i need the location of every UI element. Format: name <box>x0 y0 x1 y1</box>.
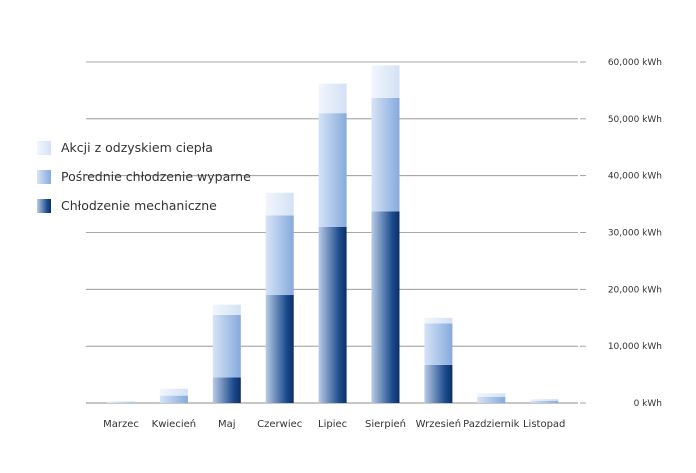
bar-segment <box>212 314 241 378</box>
bar-segment <box>107 402 135 404</box>
x-category-label: Marzec <box>103 419 139 430</box>
y-tick-label: 0 kWh <box>634 399 662 409</box>
bar-segment <box>530 399 559 401</box>
legend-label: Pośrednie chłodzenie wyparne <box>61 169 251 184</box>
bar-segment <box>265 215 294 296</box>
bar-segment <box>318 83 347 114</box>
x-category-label: Listopad <box>523 419 565 430</box>
legend-swatch <box>37 170 51 184</box>
bar-segment <box>477 393 506 397</box>
bars <box>107 65 559 404</box>
bar-segment <box>424 323 453 365</box>
bar-segment <box>212 377 241 403</box>
bar-segment <box>107 401 135 403</box>
bar-segment <box>371 211 400 403</box>
x-category-label: Czerwiec <box>257 419 302 430</box>
legend: Akcji z odzyskiem ciepła Pośrednie chłodz… <box>37 140 251 213</box>
bar-segment <box>159 388 188 396</box>
x-category-label: Pazdziernik <box>463 419 520 430</box>
x-category-label: Lipiec <box>318 419 347 430</box>
y-tick-label: 60,000 kWh <box>608 58 662 68</box>
x-category-label: Sierpień <box>365 418 406 430</box>
legend-swatch <box>37 141 51 155</box>
y-axis-tick-labels: 0 kWh 10,000 kWh 20,000 kWh 30,000 kWh 40,00… <box>608 58 662 409</box>
y-tick-label: 50,000 kWh <box>608 115 662 125</box>
x-axis-category-labels: Marzec Kwiecień Maj Czerwiec Lipiec Sierpień W… <box>103 418 565 430</box>
bar-segment <box>318 113 347 227</box>
y-tick-label: 40,000 kWh <box>608 172 662 182</box>
y-tick-label: 10,000 kWh <box>608 342 662 352</box>
bar-segment <box>265 192 294 216</box>
bar-segment <box>159 395 188 403</box>
x-category-label: Wrzesień <box>416 418 461 430</box>
legend-label: Akcji z odzyskiem ciepła <box>61 140 213 155</box>
x-category-label: Kwiecień <box>152 418 196 430</box>
bar-segment <box>424 317 453 324</box>
bar-segment <box>318 226 347 403</box>
legend-swatch <box>37 199 51 213</box>
legend-label: Chłodzenie mechaniczne <box>61 198 217 213</box>
y-tick-label: 30,000 kWh <box>608 229 662 239</box>
bar-segment <box>530 400 559 403</box>
bar-segment <box>212 304 241 315</box>
bar-segment <box>424 364 453 403</box>
bar-segment <box>371 65 400 98</box>
bar-segment <box>477 396 506 403</box>
x-category-label: Maj <box>218 419 236 430</box>
y-tick-label: 20,000 kWh <box>608 285 662 295</box>
bar-segment <box>371 97 400 212</box>
bar-segment <box>265 295 294 403</box>
